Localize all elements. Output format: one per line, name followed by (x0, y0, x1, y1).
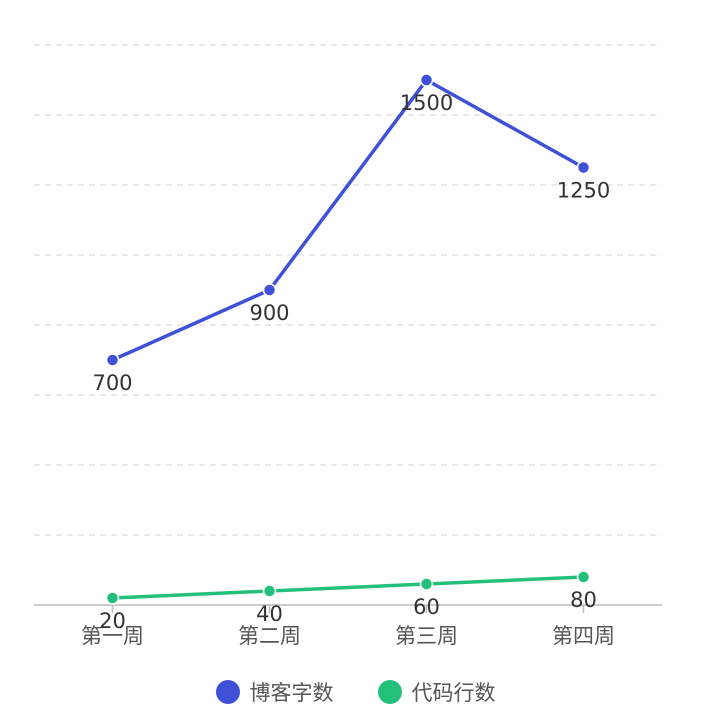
grid-lines (34, 44, 662, 536)
data-labels: 700 900 1500 1250 20 40 60 80 (92, 91, 610, 633)
data-point-2 (105, 591, 120, 605)
x-tick-label: 第四周 (552, 624, 615, 648)
x-tick-label: 第二周 (238, 624, 301, 648)
data-label-1: 1250 (557, 179, 610, 203)
data-label-2: 60 (413, 595, 440, 619)
x-tick-label: 第一周 (81, 624, 144, 648)
legend-label-code: 代码行数 (411, 681, 496, 705)
legend: 博客字数 代码行数 (0, 676, 711, 708)
line-chart: 第一周 第二周 第三周 第四周 700 900 1500 1250 20 40 60 80 (34, 44, 662, 648)
data-point-1 (419, 73, 434, 87)
series-line-2 (110, 575, 586, 600)
data-point-1 (262, 283, 277, 297)
legend-label-blog: 博客字数 (249, 681, 334, 705)
data-point-2 (262, 584, 277, 598)
series-line-1 (110, 78, 586, 362)
series-group (105, 73, 591, 605)
x-tick-label: 第三周 (395, 624, 458, 648)
data-label-2: 80 (570, 588, 597, 612)
data-label-1: 900 (249, 301, 289, 325)
data-point-2 (576, 570, 591, 584)
legend-marker-code (377, 680, 402, 704)
data-label-2: 40 (256, 602, 283, 626)
legend-item-code[interactable]: 代码行数 (377, 677, 496, 707)
data-label-1: 700 (92, 371, 132, 395)
data-point-1 (576, 160, 591, 175)
data-point-1 (105, 353, 120, 367)
legend-marker-blog (215, 680, 240, 704)
data-label-1: 1500 (400, 91, 453, 115)
x-axis: 第一周 第二周 第三周 第四周 (34, 604, 662, 648)
data-point-2 (419, 577, 434, 591)
data-label-2: 20 (99, 609, 126, 633)
legend-item-blog[interactable]: 博客字数 (215, 677, 334, 707)
